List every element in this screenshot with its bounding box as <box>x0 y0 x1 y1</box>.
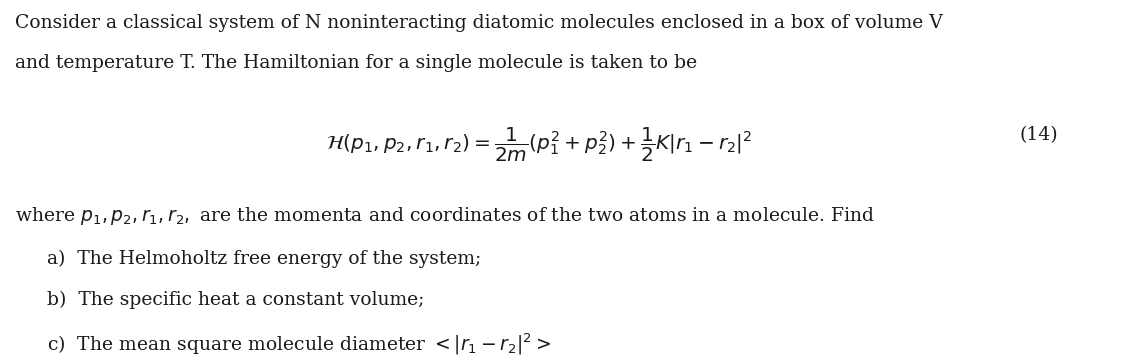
Text: c)  The mean square molecule diameter $< |r_1 - r_2|^2 >$: c) The mean square molecule diameter $< … <box>47 332 552 357</box>
Text: $\mathcal{H}(p_1, p_2, r_1, r_2) = \dfrac{1}{2m}(p_1^2 + p_2^2) + \dfrac{1}{2}K|: $\mathcal{H}(p_1, p_2, r_1, r_2) = \dfra… <box>326 126 753 164</box>
Text: and temperature T. The Hamiltonian for a single molecule is taken to be: and temperature T. The Hamiltonian for a… <box>15 54 697 72</box>
Text: Consider a classical system of N noninteracting diatomic molecules enclosed in a: Consider a classical system of N noninte… <box>15 15 942 32</box>
Text: b)  The specific heat a constant volume;: b) The specific heat a constant volume; <box>47 290 424 309</box>
Text: a)  The Helmoholtz free energy of the system;: a) The Helmoholtz free energy of the sys… <box>47 249 481 268</box>
Text: (14): (14) <box>1019 126 1058 144</box>
Text: where $p_1, p_2, r_1, r_2,$ are the momenta and coordinates of the two atoms in : where $p_1, p_2, r_1, r_2,$ are the mome… <box>15 205 875 227</box>
